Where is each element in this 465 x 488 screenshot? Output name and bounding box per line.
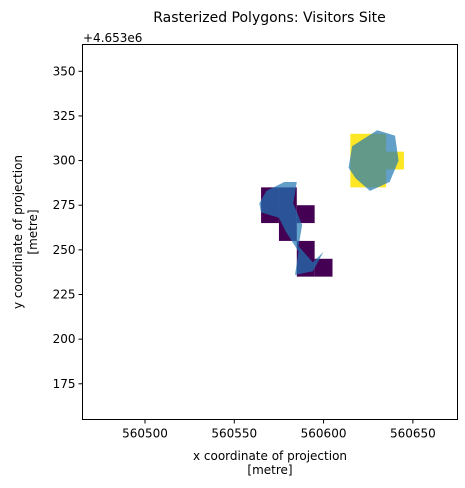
y-offset-label: +4.653e6 bbox=[83, 31, 142, 45]
raster-cell bbox=[296, 205, 315, 224]
y-tick-label: 275 bbox=[53, 198, 76, 212]
raster-cell bbox=[314, 258, 333, 277]
x-ticks: 560500 560550 560600 560650 bbox=[122, 419, 436, 441]
y-tick-label: 225 bbox=[53, 288, 76, 302]
y-tick-label: 350 bbox=[53, 64, 76, 78]
y-axis-unit: [metre] bbox=[26, 209, 40, 254]
x-tick-label: 560500 bbox=[122, 427, 168, 441]
x-axis-unit: [metre] bbox=[247, 463, 292, 477]
x-axis-label: x coordinate of projection bbox=[193, 449, 347, 463]
y-axis-label: y coordinate of projection bbox=[11, 155, 25, 309]
y-tick-label: 250 bbox=[53, 243, 76, 257]
plot-area bbox=[259, 130, 404, 277]
y-tick-label: 175 bbox=[53, 377, 76, 391]
polygon-shape bbox=[348, 130, 399, 191]
y-tick-label: 300 bbox=[53, 154, 76, 168]
chart-title: Rasterized Polygons: Visitors Site bbox=[153, 10, 386, 26]
polygon-shape bbox=[259, 182, 324, 275]
x-tick-label: 560650 bbox=[390, 427, 436, 441]
x-tick-label: 560600 bbox=[301, 427, 347, 441]
y-tick-label: 200 bbox=[53, 332, 76, 346]
plot-frame bbox=[82, 44, 458, 420]
y-tick-label: 325 bbox=[53, 109, 76, 123]
y-ticks: 175 200 225 250 275 300 325 350 bbox=[53, 64, 83, 391]
x-tick-label: 560550 bbox=[211, 427, 257, 441]
